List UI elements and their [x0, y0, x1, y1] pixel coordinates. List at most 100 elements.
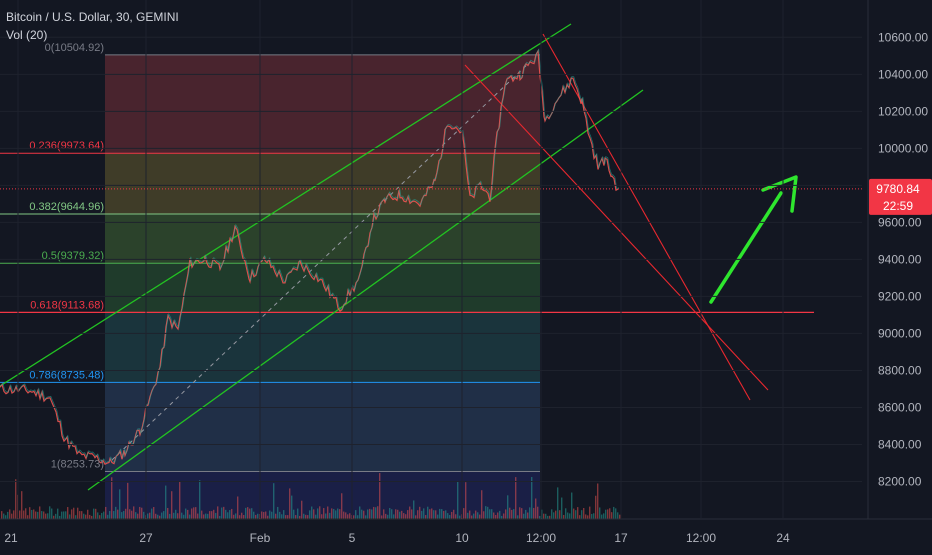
volume-bar	[117, 509, 119, 519]
volume-bar	[325, 513, 327, 519]
volume-bar	[609, 508, 611, 519]
volume-bar	[555, 510, 557, 519]
fib-label: 0.786(8735.48)	[29, 369, 104, 381]
volume-bar	[501, 515, 503, 519]
volume-bar	[45, 513, 47, 519]
volume-bar	[337, 508, 339, 519]
volume-bar	[471, 515, 473, 519]
volume-bar	[379, 473, 381, 519]
volume-bar	[355, 510, 357, 519]
volume-bar	[495, 514, 497, 519]
volume-bar	[327, 506, 329, 519]
volume-bar	[55, 513, 57, 519]
indicator-label: Vol (20)	[6, 28, 48, 42]
volume-bar	[197, 513, 199, 519]
volume-bar	[161, 512, 163, 519]
volume-bar	[517, 515, 519, 519]
volume-bar	[547, 515, 549, 519]
volume-bar	[531, 477, 533, 519]
volume-bar	[375, 507, 377, 519]
volume-bar	[479, 514, 481, 519]
volume-bar	[619, 514, 621, 519]
volume-bar	[105, 506, 107, 519]
volume-bar	[241, 512, 243, 519]
volume-bar	[95, 508, 97, 519]
dashed-trend-line	[111, 61, 531, 461]
volume-bar	[573, 508, 575, 519]
volume-bar	[215, 512, 217, 519]
volume-bar	[15, 479, 17, 519]
volume-bar	[235, 513, 237, 519]
volume-bar	[407, 510, 409, 519]
x-tick-label: 27	[139, 531, 153, 545]
volume-bar	[199, 480, 201, 519]
volume-bar	[297, 508, 299, 519]
volume-bar	[169, 513, 171, 519]
volume-bar	[399, 511, 401, 519]
volume-bar	[195, 507, 197, 519]
volume-bar	[589, 506, 591, 519]
volume-bar	[247, 507, 249, 519]
volume-bar	[539, 515, 541, 519]
volume-bar	[267, 515, 269, 519]
volume-bar	[225, 509, 227, 519]
volume-bar	[559, 510, 561, 519]
fib-label: 0.5(9379.32)	[42, 250, 104, 262]
volume-bar	[37, 511, 39, 519]
volume-bar	[535, 498, 537, 519]
volume-bar	[525, 509, 527, 519]
fib-zone	[105, 54, 540, 154]
volume-bar	[553, 512, 555, 519]
volume-bar	[147, 513, 149, 519]
volume-bar	[569, 513, 571, 519]
volume-bar	[179, 481, 181, 519]
volume-bar	[57, 508, 59, 519]
volume-bar	[611, 512, 613, 519]
volume-bar	[107, 514, 109, 519]
volume-bar	[369, 508, 371, 519]
volume-bar	[405, 514, 407, 519]
volume-bar	[477, 512, 479, 519]
x-tick-label: 5	[349, 531, 356, 545]
volume-bar	[505, 509, 507, 519]
volume-bar	[173, 512, 175, 519]
volume-bar	[411, 509, 413, 519]
volume-bar	[185, 508, 187, 519]
volume-bar	[115, 506, 117, 519]
y-tick-label: 10600.00	[878, 30, 928, 44]
volume-bar	[321, 514, 323, 519]
fib-zone	[105, 471, 540, 518]
fib-zones	[105, 54, 540, 518]
time-axis-bg	[0, 519, 932, 550]
volume-bar	[125, 508, 127, 519]
volume-bar	[387, 514, 389, 519]
volume-bar	[283, 510, 285, 519]
volume-bar	[439, 508, 441, 519]
x-tick-label: Feb	[250, 531, 271, 545]
volume-bar	[189, 514, 191, 519]
volume-bar	[111, 477, 113, 519]
volume-bar	[391, 509, 393, 519]
volume-bar	[209, 511, 211, 519]
y-tick-label: 9600.00	[878, 215, 922, 229]
volume-bar	[475, 510, 477, 519]
volume-bar	[139, 506, 141, 519]
volume-bar	[91, 515, 93, 519]
volume-bar	[69, 514, 71, 519]
volume-bar	[603, 513, 605, 519]
volume-bar	[151, 508, 153, 519]
volume-bar	[481, 490, 483, 519]
volume-bar	[239, 515, 241, 519]
volume-bar	[301, 500, 303, 519]
volume-bar	[77, 507, 79, 519]
volume-bar	[465, 482, 467, 519]
volume-bar	[153, 506, 155, 519]
volume-bar	[313, 509, 315, 519]
volume-bar	[417, 510, 419, 519]
volume-bar	[581, 510, 583, 519]
volume-bar	[67, 507, 69, 519]
volume-bar	[253, 511, 255, 519]
volume-bar	[607, 509, 609, 519]
